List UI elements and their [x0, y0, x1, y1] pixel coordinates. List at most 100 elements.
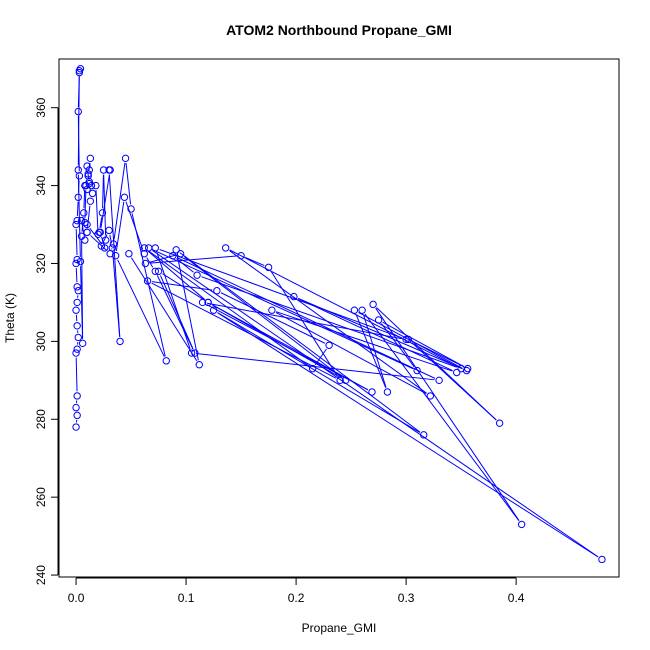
data-point	[358, 306, 366, 314]
data-point	[495, 419, 504, 427]
series-line-segment	[149, 254, 177, 263]
data-point	[73, 392, 81, 400]
data-point	[169, 251, 177, 260]
data-point	[74, 287, 82, 295]
series-line-segment	[380, 323, 415, 368]
data-point	[75, 66, 84, 75]
series-line-segment	[152, 249, 414, 370]
series-line-segment	[151, 282, 337, 379]
series-line-segment	[245, 257, 265, 267]
data-point	[109, 240, 118, 248]
data-point	[83, 162, 91, 170]
data-point	[221, 244, 230, 252]
data-point	[83, 228, 91, 237]
data-point	[74, 333, 82, 342]
y-axis-label: Theta (K)	[3, 293, 17, 343]
series-line-segment	[176, 258, 194, 273]
y-tick-label: 260	[34, 487, 48, 507]
data-point	[121, 154, 130, 163]
data-point	[268, 306, 276, 314]
series-line-segment	[179, 252, 421, 433]
series-line-segment	[412, 341, 464, 368]
series-line-segment	[375, 307, 520, 521]
data-point	[77, 216, 86, 225]
series-line-segment	[297, 297, 463, 370]
data-point	[86, 154, 95, 163]
data-point	[141, 259, 150, 268]
series-line-segment	[206, 304, 369, 391]
data-point	[105, 226, 113, 235]
data-point	[76, 257, 85, 266]
series-line-segment	[130, 257, 198, 362]
series-line-segment	[220, 292, 326, 344]
data-point	[80, 209, 88, 217]
data-point	[308, 364, 317, 373]
x-axis-label: Propane_GMI	[302, 621, 377, 635]
x-tick-label: 0.4	[508, 591, 525, 605]
series-line-segment	[229, 250, 427, 394]
series-line-segment	[75, 229, 78, 255]
series-line-segment	[159, 275, 194, 350]
data-point	[81, 236, 89, 244]
data-point	[100, 244, 109, 252]
series-line-segment	[81, 240, 84, 339]
data-point	[325, 341, 333, 349]
series-line-segment	[100, 174, 110, 228]
data-point	[464, 364, 472, 373]
data-point	[85, 166, 93, 174]
data-point	[237, 251, 245, 260]
data-point	[98, 209, 107, 217]
data-point	[195, 361, 203, 369]
data-point	[83, 220, 91, 229]
x-axis: 0.0 0.1 0.2 0.3 0.4	[68, 577, 525, 605]
series-line-segment	[147, 250, 310, 367]
series-line-segment	[176, 254, 199, 361]
series-line-segment	[297, 298, 453, 372]
series-line-segment	[156, 252, 191, 349]
series-line-segment	[364, 313, 520, 522]
series-line-segment	[77, 174, 81, 257]
data-point	[73, 283, 81, 291]
data-point	[73, 411, 81, 420]
data-point	[72, 349, 80, 357]
data-point	[383, 388, 392, 396]
series-line-segment	[113, 162, 126, 240]
series-line-segment	[147, 250, 205, 300]
data-point	[341, 376, 350, 385]
data-point	[92, 181, 100, 190]
data-point	[426, 392, 435, 400]
data-point	[84, 170, 92, 178]
data-point	[369, 300, 377, 309]
series-line-segment	[152, 250, 599, 558]
series-line-segment	[159, 249, 402, 339]
data-point	[86, 197, 95, 205]
series-line-segment	[411, 342, 497, 421]
data-point	[78, 339, 87, 348]
plot-frame	[58, 58, 620, 578]
series-line-segment	[75, 268, 78, 283]
x-tick-label: 0.3	[398, 591, 415, 605]
y-axis: 240 260 280 300 320 340 360	[34, 97, 59, 585]
data-point	[404, 335, 413, 344]
data-point	[193, 271, 201, 279]
y-tick-label: 300	[34, 331, 48, 351]
data-point	[453, 368, 461, 377]
series-line-segment	[125, 201, 144, 250]
series-line-segment	[276, 311, 453, 372]
y-tick-label: 320	[34, 253, 48, 273]
series-line-segment	[355, 314, 387, 388]
data-point	[172, 246, 180, 254]
data-point	[198, 298, 207, 307]
data-point	[73, 322, 81, 330]
series-line-segment	[102, 234, 108, 243]
data-point	[74, 107, 82, 116]
data-point	[75, 68, 84, 77]
data-point	[143, 277, 152, 285]
data-point	[154, 267, 163, 275]
data-point	[73, 216, 81, 225]
data-point	[125, 250, 133, 258]
data-point	[187, 349, 196, 357]
data-point	[191, 349, 199, 357]
data-point	[402, 335, 410, 344]
